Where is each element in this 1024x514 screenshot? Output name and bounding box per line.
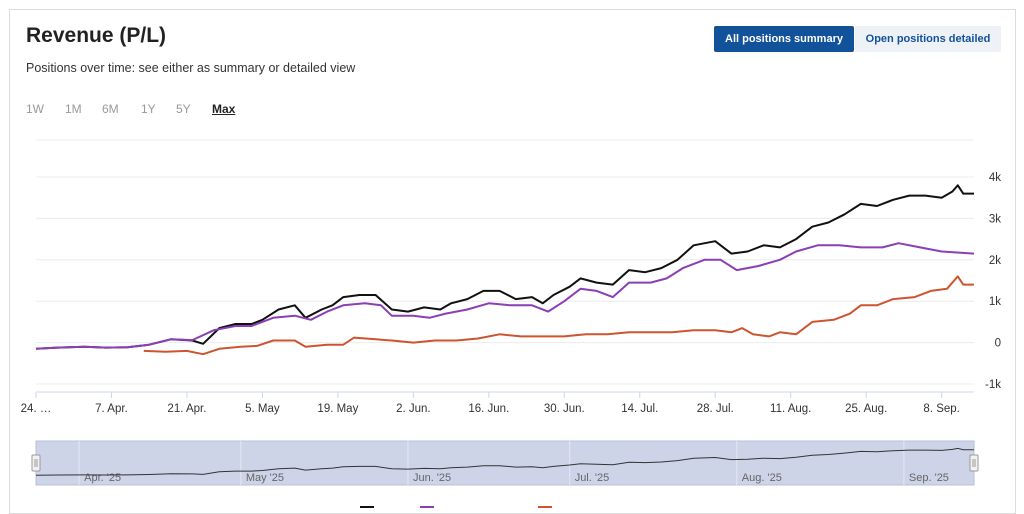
range-1m-button[interactable]: 1M (65, 102, 82, 116)
navigator-label: May '25 (246, 472, 284, 484)
y-tick-label: 2k (989, 255, 1001, 267)
open-positions-detailed-button[interactable]: Open positions detailed (855, 26, 1001, 52)
x-tick-label: 24. … (21, 403, 52, 415)
range-1w-button[interactable]: 1W (26, 102, 44, 116)
page-title: Revenue (P/L) (26, 24, 167, 47)
x-tick-label: 28. Jul. (697, 403, 734, 415)
navigator-right-handle[interactable] (969, 454, 979, 472)
y-tick-label: 0 (995, 338, 1001, 350)
chart-grid (36, 139, 974, 393)
x-tick-label: 14. Jul. (621, 403, 658, 415)
navigator-label: Jun. '25 (413, 472, 451, 484)
navigator-label: Aug. '25 (742, 472, 782, 484)
all-positions-summary-button[interactable]: All positions summary (714, 26, 854, 52)
chart-series (35, 184, 975, 356)
x-axis: 24. … 7. Apr. 21. Apr. 5. May 19. May 2. Jun.… (21, 392, 960, 415)
navigator-mask (35, 440, 975, 486)
range-navigator[interactable]: Apr. '25 May '25 Jun. '25 Jul. '25 Aug. '25 S… (31, 440, 979, 486)
page-subtitle: Positions over time: see either as summa… (26, 61, 356, 75)
x-tick-label: 8. Sep. (923, 403, 959, 415)
range-6m-button[interactable]: 6M (102, 102, 119, 116)
navigator-left-handle[interactable] (31, 454, 41, 472)
x-tick-label: 25. Aug. (845, 403, 887, 415)
y-tick-label: 1k (989, 296, 1001, 308)
series-line-1 (35, 184, 974, 350)
x-tick-label: 30. Jun. (544, 403, 585, 415)
y-tick-label: 4k (989, 172, 1001, 184)
x-tick-label: 2. Jun. (396, 403, 431, 415)
navigator-series-line (35, 447, 974, 476)
x-tick-label: 21. Apr. (167, 403, 206, 415)
y-axis: 4k 3k 2k 1k 0 -1k (985, 172, 1001, 391)
x-tick-label: 16. Jun. (468, 403, 509, 415)
y-tick-label: -1k (985, 379, 1001, 391)
navigator-label: Sep. '25 (909, 472, 949, 484)
navigator-label: Jul. '25 (575, 472, 610, 484)
navigator-label: Apr. '25 (84, 472, 121, 484)
series-line-3 (143, 275, 974, 356)
series-line-2 (35, 242, 975, 350)
range-5y-button[interactable]: 5Y (176, 102, 191, 116)
x-tick-label: 5. May (245, 403, 280, 415)
x-tick-label: 7. Apr. (95, 403, 128, 415)
x-tick-label: 19. May (317, 403, 358, 415)
range-1y-button[interactable]: 1Y (141, 102, 156, 116)
y-tick-label: 3k (989, 213, 1001, 225)
x-tick-label: 11. Aug. (770, 403, 811, 415)
chart-card (9, 9, 1016, 514)
range-max-button[interactable]: Max (212, 102, 236, 116)
